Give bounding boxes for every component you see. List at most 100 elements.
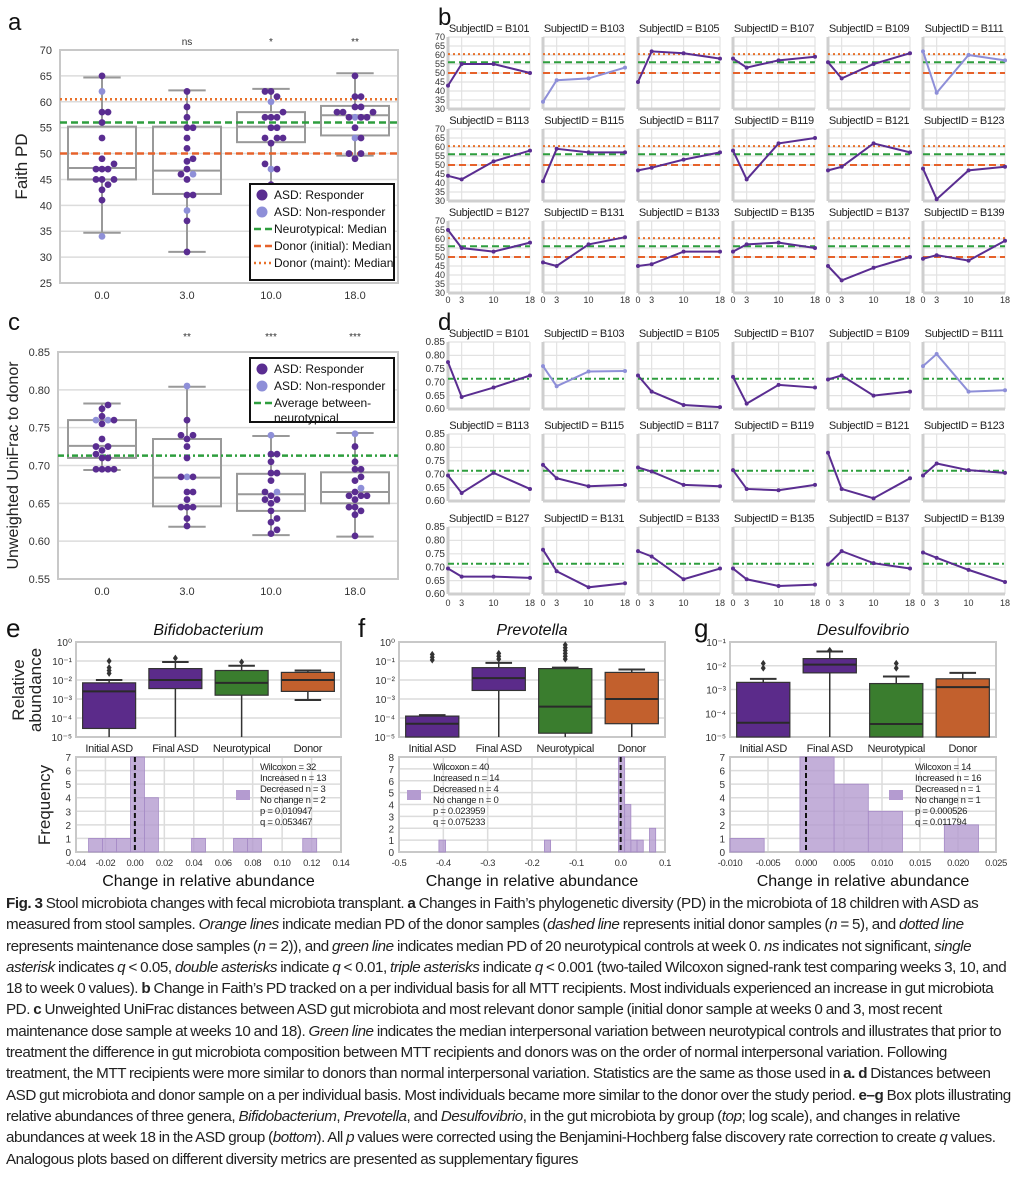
data-point <box>183 522 191 530</box>
outlier-marker <box>106 657 112 665</box>
y-tick-label: 1 <box>388 836 394 847</box>
series-line <box>827 142 911 172</box>
stats-text: p = 0.010947 <box>260 806 312 817</box>
x-tick-label: 0.14 <box>333 858 350 869</box>
x-tick-label: -0.2 <box>525 858 540 869</box>
caption-italic-run: n <box>257 937 266 955</box>
outlier-marker <box>893 664 899 672</box>
data-point <box>183 382 191 390</box>
subplot-B137: 0 3 10 18 SubjectID = B137 <box>825 513 915 608</box>
subplot-B135: 0 3 10 18 SubjectID = B135 <box>730 207 820 305</box>
legend: ASD: Responder ASD: Non-responder Neurotyp… <box>249 183 395 281</box>
x-tick-label: 10 <box>489 295 499 305</box>
data-point <box>649 165 654 170</box>
data-point <box>98 465 106 473</box>
data-point <box>345 113 353 121</box>
x-tick-label: 0.020 <box>947 858 969 869</box>
data-point <box>826 264 830 268</box>
data-point <box>871 561 876 566</box>
subplot-B109: SubjectID = B109 <box>826 23 912 111</box>
x-tick-label: 0 <box>730 295 735 305</box>
y-tick-label: 1 <box>719 834 725 845</box>
series-line <box>542 365 626 388</box>
x-tick-label: 18 <box>620 598 630 608</box>
data-point <box>351 511 359 519</box>
y-tick-label: 0.60 <box>426 589 446 600</box>
x-tick-label: 3 <box>459 295 464 305</box>
data-point <box>183 165 191 173</box>
caption-text-run: Change in Faith’s PD tracked on a per in… <box>6 980 994 1019</box>
y-tick-label: 40 <box>435 86 445 96</box>
x-tick-label: Initial ASD <box>409 743 457 755</box>
y-tick-label: 70 <box>40 45 52 57</box>
data-point <box>357 507 365 515</box>
legend: ASD: Responder ASD: Non-responder Average … <box>249 357 395 425</box>
x-tick-label: 0.1 <box>659 858 671 869</box>
outlier-marker <box>106 669 112 677</box>
data-point <box>839 373 844 378</box>
data-point <box>267 477 275 485</box>
box-neurotypical <box>869 659 924 738</box>
data-point <box>333 108 341 116</box>
series-line <box>637 50 721 83</box>
y-tick-label: 45 <box>435 261 445 271</box>
data-point <box>541 99 545 104</box>
data-point <box>921 364 925 369</box>
y-tick-label: 0.70 <box>426 469 446 480</box>
legend-item: ASD: Responder <box>256 362 364 376</box>
histogram-bar <box>247 838 262 853</box>
plot-frame <box>75 641 342 738</box>
box-iqr <box>148 667 203 690</box>
data-point <box>826 60 830 65</box>
data-point <box>528 148 532 153</box>
x-axis-label: Change in relative abundance <box>102 873 315 890</box>
x-tick-label: 0 <box>635 598 640 608</box>
data-point <box>177 170 185 178</box>
data-point <box>649 554 654 559</box>
caption-text-run: indicates the median interpersonal varia… <box>6 1022 1002 1083</box>
data-point <box>459 394 464 399</box>
subplot-title: SubjectID = B107 <box>734 23 815 35</box>
subplot-title: SubjectID = B133 <box>639 207 720 219</box>
data-point <box>966 468 971 473</box>
data-point <box>871 265 876 270</box>
subplot-B131: 0 3 10 18 SubjectID = B131 <box>540 513 630 608</box>
subplot-title: SubjectID = B121 <box>829 115 910 127</box>
data-point <box>776 488 781 493</box>
y-tick-label: 10⁻³ <box>52 695 72 706</box>
data-point <box>554 78 559 83</box>
data-point <box>681 249 686 254</box>
data-point <box>357 484 365 492</box>
data-point <box>541 260 545 265</box>
data-point <box>731 374 735 379</box>
data-point <box>98 88 106 95</box>
data-point <box>267 530 275 537</box>
series-line <box>732 376 816 406</box>
caption-bold-run: a <box>407 895 416 912</box>
data-point <box>623 482 627 487</box>
x-tick-label: 18 <box>905 598 915 608</box>
data-point <box>921 473 925 478</box>
data-point <box>110 416 118 424</box>
data-point <box>267 165 275 173</box>
y-tick-label: 10⁻³ <box>375 695 395 706</box>
plot-frame <box>398 641 666 738</box>
data-point <box>357 492 365 500</box>
data-point <box>813 54 817 59</box>
y-tick-label: 0.65 <box>426 576 446 587</box>
data-point <box>98 165 106 173</box>
subplot-title: SubjectID = B113 <box>449 115 529 127</box>
series-line <box>447 149 531 181</box>
data-point <box>98 155 106 163</box>
x-tick-label: Donor <box>618 743 647 755</box>
data-point <box>491 385 496 390</box>
y-axis-label: Faith PD <box>12 133 31 199</box>
data-point <box>267 98 275 106</box>
subplot-B107: SubjectID = B107 <box>731 23 817 111</box>
data-point <box>189 473 197 481</box>
data-point <box>339 108 347 116</box>
box-iqr <box>869 682 924 738</box>
